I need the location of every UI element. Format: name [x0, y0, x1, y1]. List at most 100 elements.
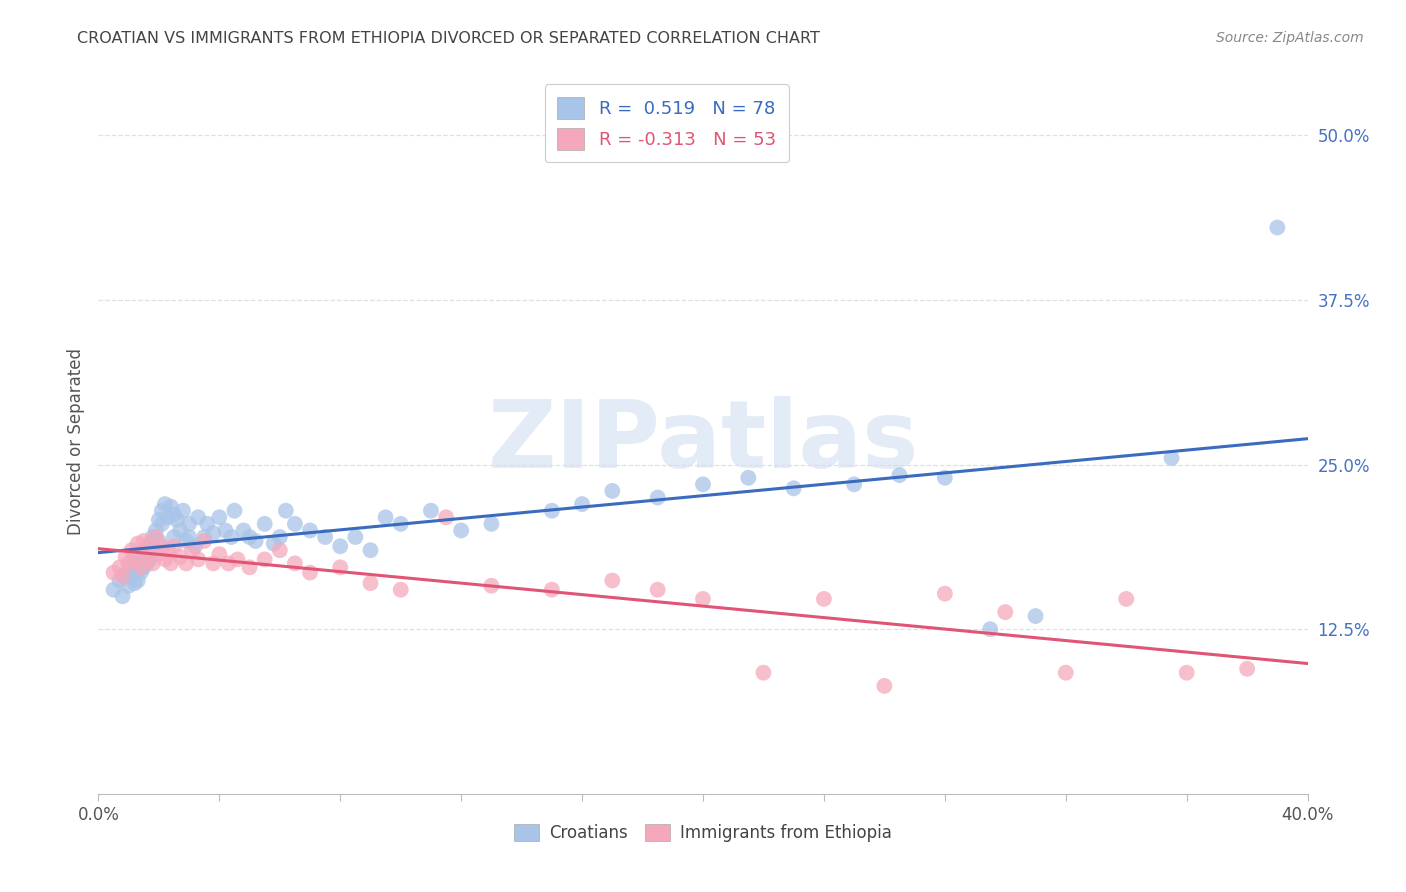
- Point: [156, 510, 179, 524]
- Point: [737, 471, 759, 485]
- Point: [129, 560, 152, 574]
- Point: [314, 530, 336, 544]
- Point: [647, 491, 669, 505]
- Point: [114, 569, 136, 583]
- Point: [111, 590, 134, 604]
- Point: [121, 569, 143, 583]
- Point: [540, 504, 562, 518]
- Point: [132, 533, 155, 548]
- Point: [129, 566, 152, 580]
- Point: [360, 543, 382, 558]
- Point: [179, 516, 201, 531]
- Point: [163, 530, 186, 544]
- Point: [132, 549, 155, 564]
- Point: [179, 530, 201, 544]
- Point: [253, 516, 276, 531]
- Point: [160, 500, 183, 514]
- Point: [187, 510, 209, 524]
- Point: [208, 547, 231, 561]
- Point: [979, 622, 1001, 636]
- Point: [124, 552, 146, 566]
- Point: [571, 497, 593, 511]
- Point: [1115, 591, 1137, 606]
- Point: [224, 504, 246, 518]
- Point: [139, 539, 162, 553]
- Point: [121, 543, 143, 558]
- Point: [129, 557, 152, 571]
- Point: [169, 549, 191, 564]
- Point: [269, 543, 291, 558]
- Point: [148, 533, 170, 548]
- Point: [127, 563, 149, 577]
- Point: [181, 543, 204, 558]
- Point: [156, 543, 179, 558]
- Point: [889, 468, 911, 483]
- Point: [124, 576, 146, 591]
- Text: Source: ZipAtlas.com: Source: ZipAtlas.com: [1216, 31, 1364, 45]
- Point: [195, 516, 218, 531]
- Point: [1236, 662, 1258, 676]
- Point: [602, 574, 624, 588]
- Point: [226, 552, 249, 566]
- Point: [193, 530, 215, 544]
- Point: [208, 510, 231, 524]
- Point: [145, 524, 167, 538]
- Point: [108, 574, 131, 588]
- Point: [142, 530, 165, 544]
- Point: [253, 552, 276, 566]
- Point: [153, 552, 176, 566]
- Point: [174, 533, 197, 548]
- Point: [148, 547, 170, 561]
- Point: [692, 591, 714, 606]
- Point: [184, 539, 207, 553]
- Point: [135, 557, 157, 571]
- Point: [263, 536, 285, 550]
- Point: [994, 605, 1017, 619]
- Point: [299, 566, 322, 580]
- Point: [1054, 665, 1077, 680]
- Point: [647, 582, 669, 597]
- Point: [135, 543, 157, 558]
- Point: [284, 516, 307, 531]
- Point: [118, 563, 141, 577]
- Point: [118, 557, 141, 571]
- Point: [269, 530, 291, 544]
- Point: [1175, 665, 1198, 680]
- Point: [135, 552, 157, 566]
- Point: [103, 582, 125, 597]
- Point: [202, 557, 225, 571]
- Point: [844, 477, 866, 491]
- Point: [160, 557, 183, 571]
- Point: [127, 574, 149, 588]
- Point: [783, 481, 806, 495]
- Point: [450, 524, 472, 538]
- Point: [114, 549, 136, 564]
- Point: [389, 582, 412, 597]
- Point: [132, 543, 155, 558]
- Point: [389, 516, 412, 531]
- Point: [193, 533, 215, 548]
- Point: [217, 557, 239, 571]
- Point: [214, 524, 236, 538]
- Point: [481, 516, 503, 531]
- Point: [344, 530, 367, 544]
- Point: [1267, 220, 1289, 235]
- Point: [374, 510, 396, 524]
- Point: [111, 569, 134, 583]
- Point: [1024, 609, 1046, 624]
- Point: [434, 510, 457, 524]
- Point: [274, 504, 297, 518]
- Point: [221, 530, 243, 544]
- Point: [139, 536, 162, 550]
- Point: [124, 557, 146, 571]
- Point: [299, 524, 322, 538]
- Point: [127, 536, 149, 550]
- Point: [142, 557, 165, 571]
- Point: [232, 524, 254, 538]
- Point: [934, 587, 956, 601]
- Point: [934, 471, 956, 485]
- Point: [163, 539, 186, 553]
- Point: [602, 483, 624, 498]
- Point: [153, 497, 176, 511]
- Point: [813, 591, 835, 606]
